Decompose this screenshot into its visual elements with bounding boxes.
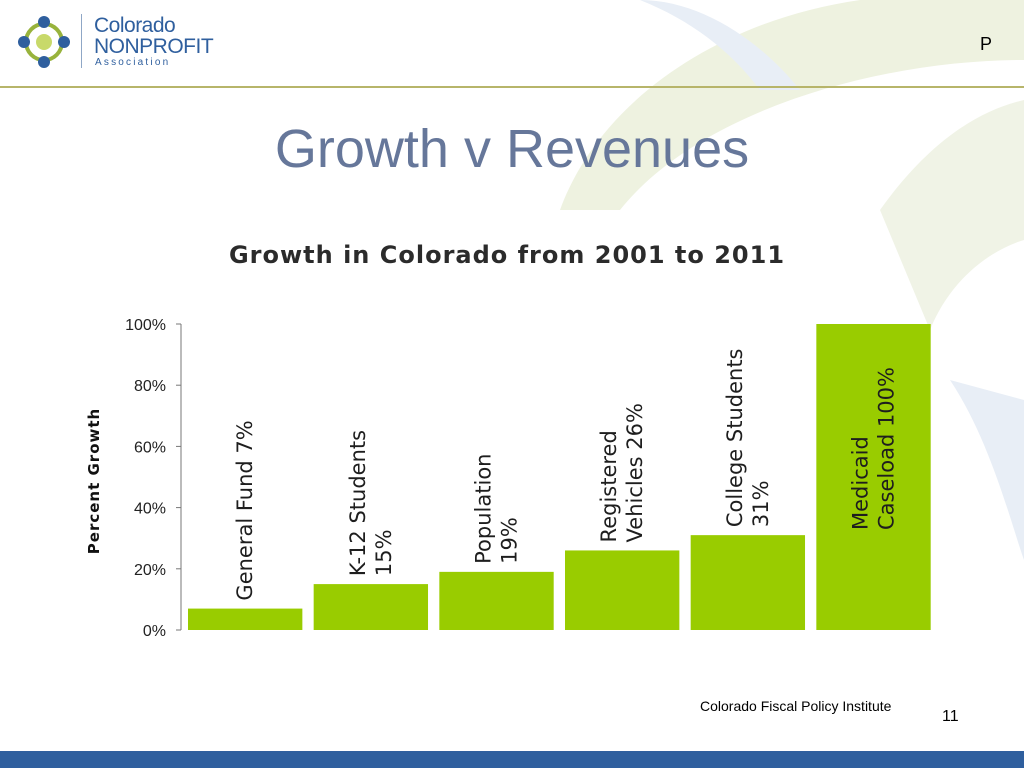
bar-label-line: K-12 Students <box>346 430 370 576</box>
chart-title: Growth in Colorado from 2001 to 2011 <box>229 241 785 269</box>
logo: Colorado NONPROFIT Association <box>14 12 224 72</box>
bar <box>188 608 303 630</box>
corner-letter: P <box>979 34 992 54</box>
bar-labels: General Fund 7% K-12 Students 15% Populatio… <box>233 348 898 600</box>
logo-text-nonprofit: NONPROFIT <box>94 35 214 58</box>
header-rule <box>0 86 1024 88</box>
bar-label-line: Caseload 100% <box>875 367 899 530</box>
bar-label-line: Registered <box>597 430 621 542</box>
bar-label-line: 19% <box>498 517 522 564</box>
bar <box>690 535 806 630</box>
bars <box>188 324 931 630</box>
bar <box>439 571 554 630</box>
bar-category-label: Population 19% <box>472 454 522 564</box>
bar-category-label: General Fund 7% <box>233 420 257 600</box>
y-axis-label: Percent Growth <box>85 408 103 554</box>
y-tick-label: 100% <box>125 317 166 334</box>
logo-divider <box>81 14 82 68</box>
bar <box>816 324 931 630</box>
bar-label-line: Medicaid <box>849 436 873 530</box>
bar-label-line: Population <box>472 454 496 564</box>
y-tick-label: 0% <box>143 623 166 640</box>
bar-category-label: Registered Vehicles 26% <box>597 403 647 542</box>
y-tick-label: 60% <box>134 439 166 456</box>
footer-bar <box>0 751 1024 768</box>
logo-emblem-icon <box>18 16 70 68</box>
slide-title: Growth v Revenues <box>274 119 750 179</box>
logo-text-colorado: Colorado <box>94 14 176 37</box>
y-tick-label: 40% <box>134 501 166 518</box>
bar <box>313 584 429 630</box>
bar-label-line: 15% <box>372 529 396 576</box>
bar-label-line: 31% <box>749 480 773 527</box>
bar-category-label: College Students 31% <box>723 348 773 527</box>
bar-category-label: K-12 Students 15% <box>346 430 396 576</box>
y-tick-label: 20% <box>134 562 166 579</box>
bar-label-line: Vehicles 26% <box>623 403 647 542</box>
source-note: Colorado Fiscal Policy Institute <box>700 698 892 714</box>
page-number: 11 <box>942 708 959 725</box>
logo-text-association: Association <box>95 57 171 68</box>
y-axis-ticks: 0% 20% 40% 60% 80% 100% <box>125 317 181 640</box>
y-tick-label: 80% <box>134 378 166 395</box>
bar-category-label: Medicaid Caseload 100% <box>849 367 899 530</box>
bar <box>565 550 680 630</box>
bar-label-line: College Students <box>723 348 747 527</box>
bar-label-line: General Fund 7% <box>233 420 257 600</box>
